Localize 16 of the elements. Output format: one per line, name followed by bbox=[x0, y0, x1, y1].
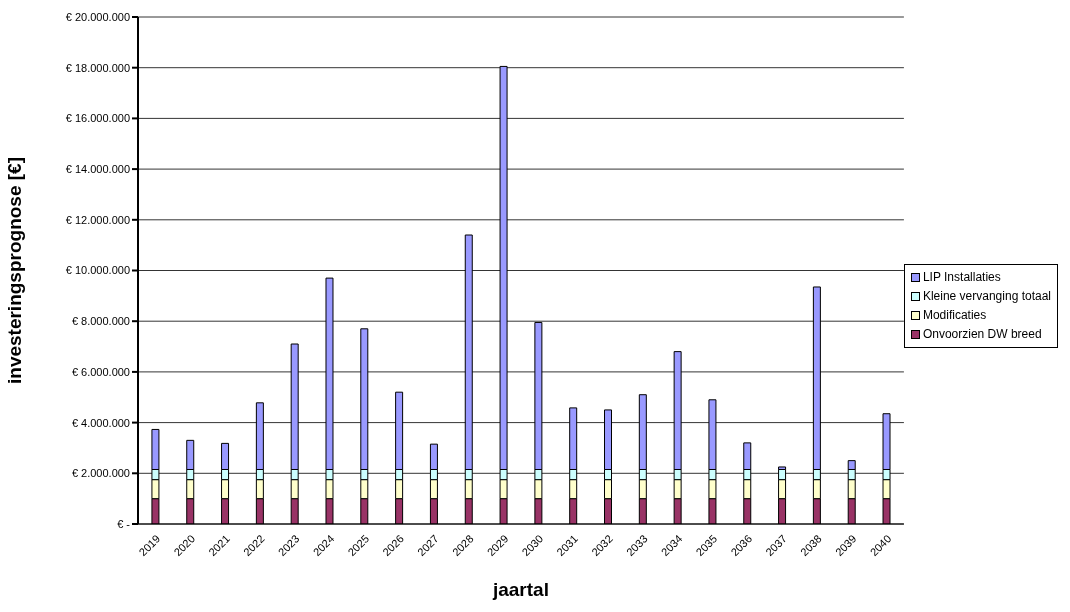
x-axis-title: jaartal bbox=[491, 579, 549, 600]
y-tick-label: € 10.000.000 bbox=[65, 264, 130, 277]
y-tick-label: € 12.000.000 bbox=[65, 213, 130, 226]
y-tick-label: € 14.000.000 bbox=[65, 163, 130, 176]
legend-label: LIP Installaties bbox=[922, 269, 1001, 286]
y-tick-label: € 8.000.000 bbox=[71, 315, 130, 328]
y-tick-label: € 6.000.000 bbox=[71, 365, 130, 378]
y-tick-label: € 2.000.000 bbox=[71, 467, 130, 480]
legend-label: Kleine vervanging totaal bbox=[922, 288, 1051, 305]
legend-label: Modificaties bbox=[922, 307, 987, 324]
y-tick-label: € 18.000.000 bbox=[65, 61, 130, 74]
y-tick-label: € - bbox=[117, 517, 131, 530]
y-tick-label: € 4.000.000 bbox=[71, 416, 130, 429]
legend-label: Onvoorzien DW breed bbox=[922, 326, 1042, 343]
y-tick-label: € 20.000.000 bbox=[65, 10, 130, 23]
y-tick-label: € 16.000.000 bbox=[65, 112, 130, 125]
